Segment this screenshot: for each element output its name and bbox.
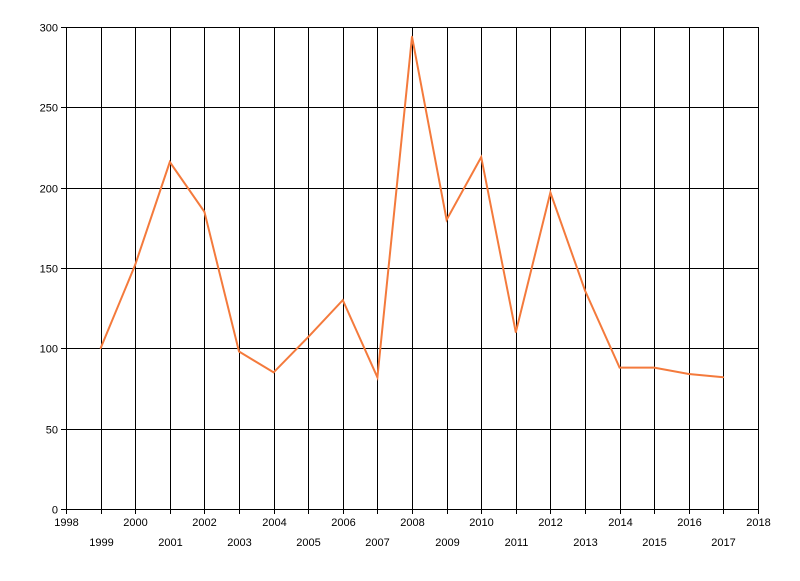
data-point [549, 191, 552, 194]
y-tick-label: 200 [40, 184, 58, 196]
x-tick-label: 2006 [331, 517, 355, 529]
data-point [618, 366, 621, 369]
grid-layer [66, 27, 759, 510]
data-point [584, 289, 586, 292]
data-point [480, 156, 483, 158]
series-layer [99, 35, 725, 382]
data-point [515, 331, 517, 334]
data-point [342, 299, 344, 301]
x-tick-label: 2001 [158, 537, 182, 549]
y-tick-label: 50 [46, 425, 58, 437]
x-tick-label: 2014 [608, 517, 632, 529]
y-tick-label: 0 [52, 505, 58, 517]
x-tick-label: 2004 [262, 517, 286, 529]
data-point [134, 264, 136, 266]
x-tick-label: 2009 [435, 537, 459, 549]
x-tick-label: 2002 [192, 517, 216, 529]
data-point [688, 373, 690, 375]
x-tick-label: 2018 [746, 517, 770, 529]
axis-layer [61, 27, 759, 514]
y-tick-label: 100 [40, 344, 58, 356]
data-point [722, 376, 725, 379]
x-tick-label: 2008 [400, 517, 424, 529]
data-point [411, 35, 413, 38]
x-tick-label: 2012 [538, 517, 562, 529]
data-point [307, 336, 310, 338]
x-tick-label: 2016 [677, 517, 701, 529]
x-tick-label: 2013 [573, 537, 597, 549]
x-tick-label: 2000 [123, 517, 147, 529]
x-tick-label: 2007 [365, 537, 389, 549]
x-tick-label: 2017 [711, 537, 735, 549]
tick-label-layer: 1998199920002001200220032004200520062007… [40, 23, 771, 550]
data-point [653, 366, 655, 369]
x-tick-label: 2005 [296, 537, 320, 549]
x-tick-label: 2015 [642, 537, 666, 549]
data-point [272, 371, 275, 374]
y-tick-label: 300 [40, 23, 58, 35]
x-tick-label: 1999 [89, 537, 113, 549]
x-tick-label: 2010 [469, 517, 493, 529]
y-tick-label: 150 [40, 264, 58, 276]
data-point [169, 161, 171, 163]
data-point [203, 211, 206, 213]
x-tick-label: 1998 [54, 517, 78, 529]
data-point [376, 376, 379, 379]
data-point [99, 347, 102, 350]
y-tick-label: 250 [40, 103, 58, 115]
x-tick-label: 2011 [505, 537, 529, 549]
data-point [238, 350, 240, 353]
x-tick-label: 2003 [227, 537, 251, 549]
data-point [445, 219, 448, 221]
